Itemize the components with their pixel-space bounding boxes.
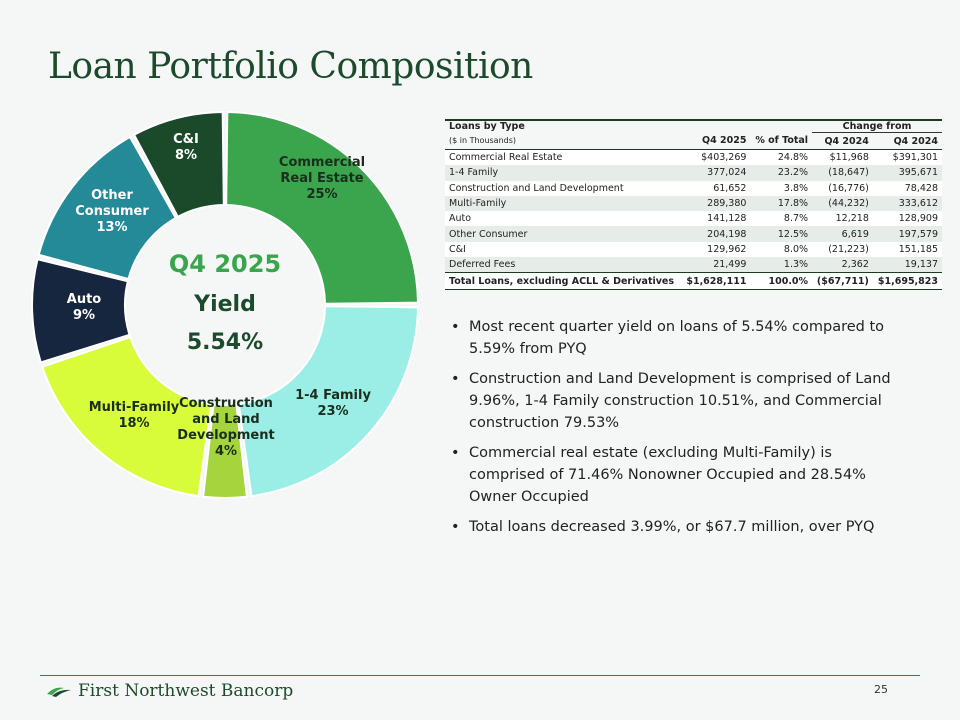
- slice-label: Commercial Real Estate 25%: [279, 155, 365, 202]
- cell-type: Multi-Family: [445, 195, 682, 212]
- cell-q4-2024: 395,671: [872, 165, 942, 181]
- table-header-row-2: ($ in Thousands) Q4 2025 % of Total Q4 2…: [445, 132, 942, 150]
- cell-q4-2024: 333,612: [872, 195, 942, 212]
- cell-change: 12,218: [812, 211, 873, 227]
- page-title: Loan Portfolio Composition: [48, 46, 533, 87]
- cell-type: Construction and Land Development: [445, 180, 682, 196]
- cell-q4-2025: 61,652: [681, 180, 751, 196]
- cell-type: C&I: [445, 241, 682, 258]
- cell-type: Auto: [445, 211, 682, 227]
- cell-q4-2025: 129,962: [681, 241, 751, 258]
- total-q4-2024: $1,695,823: [872, 272, 942, 290]
- cell-q4-2025: 377,024: [681, 165, 751, 181]
- table-row: Auto 141,128 8.7% 12,218 128,909: [445, 211, 942, 227]
- donut-slice-c-i: [132, 111, 225, 219]
- total-pct-total: 100.0%: [750, 272, 813, 290]
- cell-change: (18,647): [812, 165, 873, 181]
- col-header-pct-total: % of Total: [750, 132, 813, 150]
- company-name: First Northwest Bancorp: [78, 681, 294, 701]
- center-title: Q4 2025: [169, 250, 281, 278]
- cell-q4-2024: 78,428: [872, 180, 942, 196]
- donut-slice-construction-and-land-development: [202, 403, 248, 499]
- bullet-item: Commercial real estate (excluding Multi-…: [450, 442, 910, 508]
- col-header-change-q4-2024: Q4 2024: [812, 132, 873, 150]
- cell-q4-2025: 141,128: [681, 211, 751, 227]
- cell-pct-total: 1.3%: [750, 257, 813, 273]
- table-row: C&I 129,962 8.0% (21,223) 151,185: [445, 241, 942, 258]
- cell-pct-total: 8.0%: [750, 241, 813, 258]
- slice-label: 1-4 Family 23%: [295, 388, 371, 419]
- cell-q4-2025: 204,198: [681, 226, 751, 242]
- donut-slice-auto: [31, 258, 131, 364]
- cell-q4-2025: $403,269: [681, 149, 751, 166]
- company-logo: First Northwest Bancorp: [46, 681, 293, 701]
- total-type: Total Loans, excluding ACLL & Derivative…: [445, 272, 682, 290]
- cell-q4-2024: 19,137: [872, 257, 942, 273]
- cell-pct-total: 12.5%: [750, 226, 813, 242]
- total-q4-2025: $1,628,111: [681, 272, 751, 290]
- slice-label: C&I 8%: [173, 132, 199, 163]
- page-number: 25: [874, 683, 888, 696]
- cell-type: Commercial Real Estate: [445, 149, 682, 166]
- table-total-row: Total Loans, excluding ACLL & Derivative…: [445, 272, 942, 290]
- donut-slice-commercial-real-estate: [225, 111, 419, 305]
- table-row: Commercial Real Estate $403,269 24.8% $11,9…: [445, 149, 942, 166]
- col-header-q4-2025: Q4 2025: [681, 132, 751, 150]
- summary-bullets: Most recent quarter yield on loans of 5.…: [450, 316, 910, 546]
- table-row: Multi-Family 289,380 17.8% (44,232) 333,612: [445, 195, 942, 212]
- cell-pct-total: 3.8%: [750, 180, 813, 196]
- center-yield-value: 5.54%: [187, 330, 263, 355]
- footer-rule: [40, 675, 920, 676]
- center-subtitle: Yield: [193, 292, 256, 317]
- cell-q4-2025: 289,380: [681, 195, 751, 212]
- change-from-header: Change from: [812, 120, 942, 133]
- cell-pct-total: 23.2%: [750, 165, 813, 181]
- cell-change: 6,619: [812, 226, 873, 242]
- slice-label: Multi-Family 18%: [89, 400, 180, 431]
- slice-label: Other Consumer 13%: [75, 188, 149, 235]
- donut-slice-other-consumer: [37, 135, 178, 281]
- donut-slice-1-4-family: [237, 305, 419, 498]
- bullet-item: Construction and Land Development is com…: [450, 368, 910, 434]
- loan-composition-donut-chart: Commercial Real Estate 25% 1-4 Family 23% Con…: [31, 111, 419, 499]
- cell-change: 2,362: [812, 257, 873, 273]
- cell-type: Other Consumer: [445, 226, 682, 242]
- cell-pct-total: 17.8%: [750, 195, 813, 212]
- loans-by-type-table: Loans by Type Change from ($ in Thousand…: [445, 120, 942, 290]
- cell-q4-2024: $391,301: [872, 149, 942, 166]
- table-row: 1-4 Family 377,024 23.2% (18,647) 395,671: [445, 165, 942, 181]
- total-change: ($67,711): [812, 272, 873, 290]
- table-row: Other Consumer 204,198 12.5% 6,619 197,579: [445, 226, 942, 242]
- cell-q4-2025: 21,499: [681, 257, 751, 273]
- table-header-row-1: Loans by Type Change from: [445, 120, 942, 133]
- logo-mark-icon: [47, 687, 71, 697]
- slice-label: Auto 9%: [67, 292, 102, 323]
- table-row: Deferred Fees 21,499 1.3% 2,362 19,137: [445, 257, 942, 273]
- cell-type: Deferred Fees: [445, 257, 682, 273]
- donut-slice-multi-family: [40, 335, 213, 498]
- cell-pct-total: 8.7%: [750, 211, 813, 227]
- slice-label: Construction and Land Development 4%: [177, 396, 274, 459]
- cell-change: (44,232): [812, 195, 873, 212]
- table-row: Construction and Land Development 61,652 3…: [445, 180, 942, 196]
- cell-type: 1-4 Family: [445, 165, 682, 181]
- bullet-item: Most recent quarter yield on loans of 5.…: [450, 316, 910, 360]
- cell-change: $11,968: [812, 149, 873, 166]
- cell-pct-total: 24.8%: [750, 149, 813, 166]
- cell-q4-2024: 151,185: [872, 241, 942, 258]
- table-top-rule: [445, 119, 942, 121]
- cell-q4-2024: 128,909: [872, 211, 942, 227]
- col-header-q4-2024: Q4 2024: [872, 132, 942, 150]
- table-title: Loans by Type: [449, 120, 525, 132]
- cell-change: (21,223): [812, 241, 873, 258]
- table-subtitle: ($ in Thousands): [445, 132, 682, 150]
- cell-q4-2024: 197,579: [872, 226, 942, 242]
- bullet-item: Total loans decreased 3.99%, or $67.7 mi…: [450, 516, 910, 538]
- cell-change: (16,776): [812, 180, 873, 196]
